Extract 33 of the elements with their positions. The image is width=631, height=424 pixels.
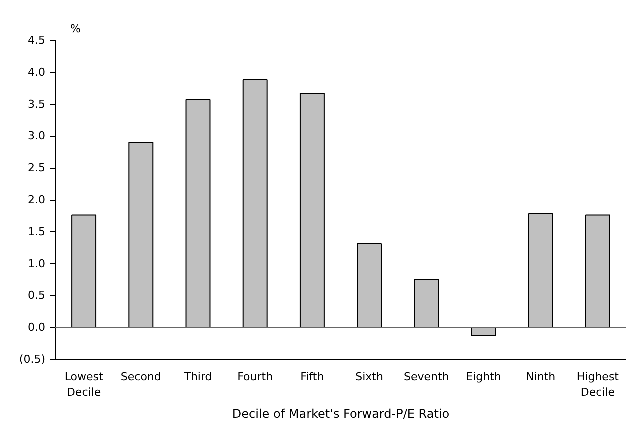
x-tick-label: Sixth	[356, 370, 384, 384]
bar	[128, 142, 154, 328]
x-tick-label: Fourth	[238, 370, 274, 384]
y-tick-label: 1.5	[28, 225, 46, 238]
y-tick-label: 4.0	[28, 66, 46, 79]
x-tick-label: Highest Decile	[576, 370, 620, 400]
y-tick-label: 2.0	[28, 194, 46, 206]
y-tick-label: (0.5)	[19, 353, 46, 366]
x-tick-label: Seventh	[404, 370, 450, 384]
bar	[357, 244, 382, 328]
bar	[186, 99, 211, 328]
x-tick-label: Ninth	[526, 370, 556, 384]
y-axis-title: %	[70, 22, 81, 36]
bar	[585, 214, 610, 328]
y-tick-label: 0.0	[28, 321, 46, 334]
bar	[414, 279, 440, 328]
y-tick-label: 2.5	[28, 162, 46, 175]
bar	[300, 92, 325, 328]
y-tick-label: 0.5	[28, 289, 46, 302]
bar	[528, 214, 554, 328]
y-tick-label: 3.0	[28, 130, 46, 143]
x-tick-label: Second	[120, 370, 162, 384]
x-axis-title: Decile of Market's Forward-P/E Ratio	[232, 407, 450, 422]
y-tick-label: 4.5	[28, 34, 46, 47]
x-tick-label: Lowest Decile	[64, 370, 104, 400]
y-tick-label: 1.0	[28, 257, 46, 270]
bar	[72, 214, 97, 328]
x-tick-label: Eighth	[466, 370, 502, 384]
bar	[471, 327, 496, 336]
x-tick-label: Third	[183, 370, 212, 384]
x-tick-label: Fifth	[300, 370, 324, 384]
y-tick-label: 3.5	[28, 98, 46, 111]
bar	[242, 80, 268, 328]
